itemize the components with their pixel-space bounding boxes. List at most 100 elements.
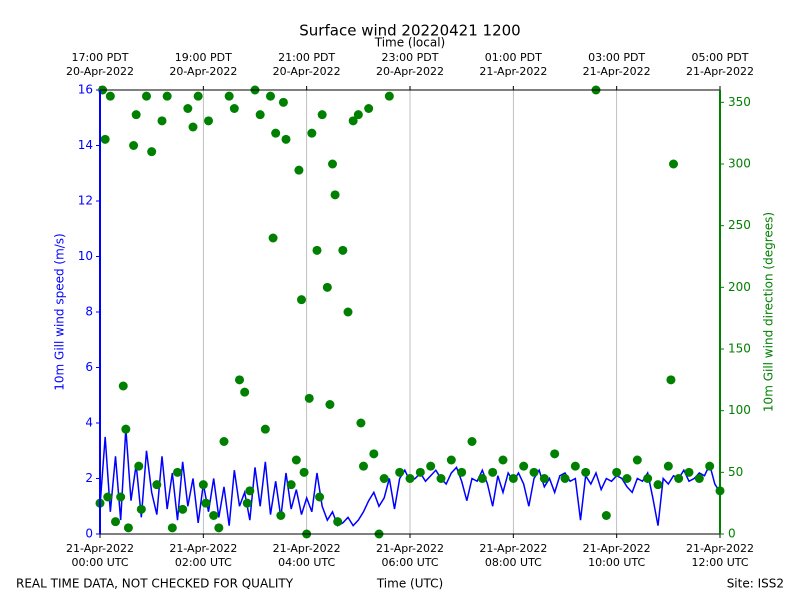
direction-point — [255, 110, 265, 120]
direction-point — [359, 461, 368, 471]
direction-point — [240, 387, 250, 397]
y2-tick-label: 150 — [728, 342, 751, 356]
direction-point — [330, 190, 340, 200]
direction-point — [669, 159, 678, 169]
direction-point — [224, 91, 234, 101]
direction-point — [315, 492, 325, 502]
direction-point — [271, 128, 281, 138]
direction-point — [131, 110, 141, 120]
direction-point — [245, 486, 255, 496]
y2-tick-label: 250 — [728, 218, 751, 232]
x2-tick-label: 01:00 PDT 21-Apr-2022 — [479, 51, 548, 78]
direction-point — [415, 467, 425, 477]
direction-point — [147, 147, 157, 157]
y2-tick-label: 0 — [728, 527, 736, 541]
y-tick-label: 0 — [85, 527, 93, 541]
x-tick-label: 21-Apr-2022 10:00 UTC — [582, 542, 651, 569]
direction-point — [229, 104, 239, 113]
direction-point — [162, 91, 172, 101]
direction-point — [299, 467, 309, 477]
footer-right: Site: ISS2 — [727, 577, 784, 591]
direction-point — [304, 393, 314, 403]
direction-point — [103, 492, 113, 502]
direction-point — [550, 449, 560, 459]
direction-point — [157, 116, 167, 126]
y2-tick-label: 200 — [728, 280, 751, 294]
direction-point — [384, 91, 394, 101]
direction-point — [663, 461, 673, 471]
direction-point — [601, 511, 611, 520]
direction-point — [204, 116, 213, 126]
y-tick-label: 10 — [78, 249, 93, 263]
y2-axis-label: 10m Gill wind direction (degrees) — [762, 212, 776, 412]
direction-point — [343, 307, 353, 317]
direction-point — [297, 295, 306, 305]
direction-point — [193, 91, 203, 101]
x-tick-label: 21-Apr-2022 08:00 UTC — [479, 542, 548, 569]
y2-tick-label: 100 — [728, 403, 751, 417]
direction-point — [312, 245, 322, 255]
direction-point — [364, 104, 374, 113]
direction-point — [694, 474, 704, 483]
direction-point — [235, 375, 244, 385]
direction-point — [705, 461, 715, 471]
y-tick-label: 16 — [78, 83, 93, 97]
direction-point — [674, 474, 684, 483]
direction-point — [105, 91, 115, 101]
direction-point — [322, 282, 332, 292]
direction-point — [142, 91, 151, 101]
direction-point — [100, 134, 110, 144]
direction-point — [214, 523, 224, 533]
x-tick-label: 21-Apr-2022 06:00 UTC — [375, 542, 445, 569]
y2-tick-label: 350 — [728, 95, 751, 109]
direction-point — [183, 104, 193, 113]
direction-point — [276, 511, 286, 520]
direction-point — [136, 504, 146, 514]
y-tick-label: 8 — [85, 305, 93, 319]
chart-title: Surface wind 20220421 1200 — [299, 22, 520, 40]
direction-point — [173, 467, 182, 477]
x2-tick-label: 05:00 PDT 21-Apr-2022 — [685, 51, 755, 78]
direction-point — [219, 437, 229, 446]
direction-point — [436, 474, 446, 483]
direction-point — [488, 467, 498, 477]
direction-point — [612, 467, 622, 477]
x-tick-label: 21-Apr-2022 04:00 UTC — [272, 542, 341, 569]
x2-tick-label: 21:00 PDT 20-Apr-2022 — [272, 51, 341, 78]
y-tick-label: 2 — [85, 471, 93, 485]
direction-point — [570, 461, 580, 471]
direction-point — [129, 141, 139, 150]
direction-point — [498, 455, 508, 465]
x-tick-label: 21-Apr-2022 02:00 UTC — [169, 542, 238, 569]
direction-point — [348, 116, 358, 126]
direction-point — [457, 467, 467, 477]
x2-tick-label: 17:00 PDT 20-Apr-2022 — [65, 51, 135, 78]
x-axis-label: Time (UTC) — [376, 577, 443, 591]
y-tick-label: 14 — [78, 138, 93, 152]
direction-point — [286, 480, 296, 490]
x-tick-label: 21-Apr-2022 12:00 UTC — [685, 542, 755, 569]
y-tick-label: 6 — [85, 360, 93, 374]
direction-point — [684, 467, 694, 477]
direction-point — [333, 517, 343, 527]
direction-point — [519, 461, 529, 471]
x2-axis-label: Time (local) — [374, 36, 446, 50]
direction-point — [328, 159, 337, 169]
direction-point — [666, 375, 676, 385]
direction-point — [152, 480, 162, 490]
direction-point — [188, 122, 198, 132]
direction-point — [116, 492, 126, 502]
direction-point — [467, 437, 477, 446]
direction-point — [294, 165, 304, 175]
x2-tick-label: 19:00 PDT 20-Apr-2022 — [169, 51, 238, 78]
y-tick-label: 4 — [85, 416, 93, 430]
direction-point — [209, 511, 219, 520]
direction-point — [266, 91, 275, 101]
direction-point — [395, 467, 405, 477]
direction-point — [178, 504, 188, 514]
direction-point — [281, 134, 291, 144]
direction-point — [278, 97, 288, 107]
x2-tick-label: 23:00 PDT 20-Apr-2022 — [375, 51, 445, 78]
direction-point — [338, 245, 348, 255]
